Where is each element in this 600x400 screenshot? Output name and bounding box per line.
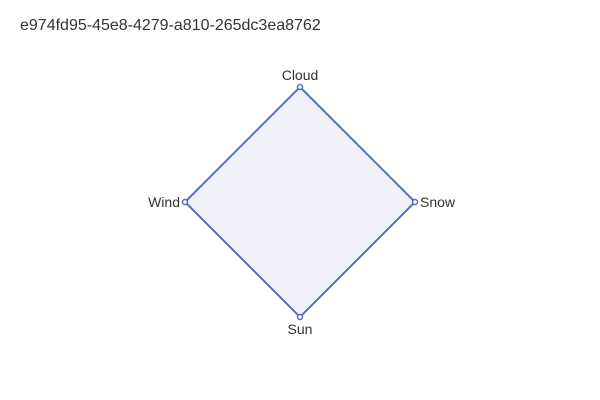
axis-label-wind: Wind <box>148 194 180 210</box>
radar-series <box>181 83 419 321</box>
axis-label-cloud: Cloud <box>282 67 319 83</box>
axis-label-sun: Sun <box>288 321 313 337</box>
radar-point-cloud <box>296 83 304 91</box>
radar-series-area-0 <box>183 85 417 319</box>
radar-axis-labels: Cloud Snow Sun Wind <box>148 67 456 337</box>
chart-title: e974fd95-45e8-4279-a810-265dc3ea8762 <box>20 17 321 34</box>
radar-point-wind <box>181 198 189 206</box>
radar-point-sun <box>296 313 304 321</box>
radar-point-snow <box>411 198 419 206</box>
axis-label-snow: Snow <box>420 194 456 210</box>
